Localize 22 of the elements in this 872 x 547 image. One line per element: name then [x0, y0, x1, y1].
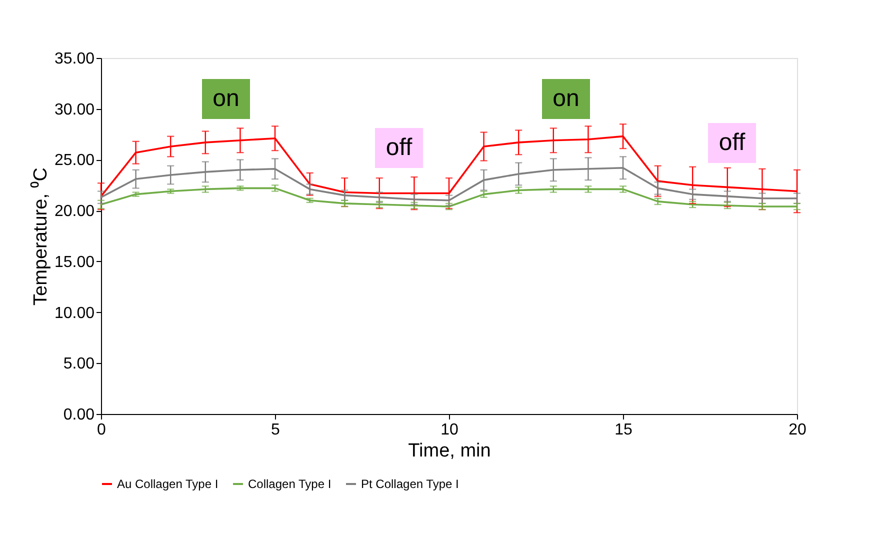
- y-tick-label: 15.00: [54, 254, 95, 271]
- x-tick-label: 20: [788, 422, 806, 438]
- y-tick-label: 30.00: [54, 101, 95, 118]
- y-tick-label: 25.00: [54, 152, 95, 170]
- y-tick-label: 5.00: [63, 356, 95, 373]
- legend-label: Pt Collagen Type I: [361, 477, 459, 491]
- y-tick-label: 0.00: [63, 406, 95, 424]
- y-tick-label: 20.00: [54, 203, 95, 220]
- annotation: off: [386, 134, 412, 161]
- legend-label: Collagen Type I: [248, 477, 332, 491]
- x-tick-label: 5: [271, 422, 280, 438]
- legend-label: Au Collagen Type I: [117, 477, 218, 491]
- y-tick-label: 10.00: [54, 304, 95, 322]
- x-tick-label: 0: [97, 422, 106, 438]
- x-tick-label: 10: [440, 422, 458, 438]
- x-tick-label: 15: [614, 422, 632, 438]
- annotation: on: [552, 85, 580, 112]
- y-tick-label: 35.00: [54, 50, 95, 68]
- annotation: off: [718, 129, 746, 156]
- y-axis-title: Temperature, ⁰C: [29, 168, 52, 306]
- annotation: on: [212, 85, 240, 112]
- x-axis-title: Time, min: [408, 440, 491, 462]
